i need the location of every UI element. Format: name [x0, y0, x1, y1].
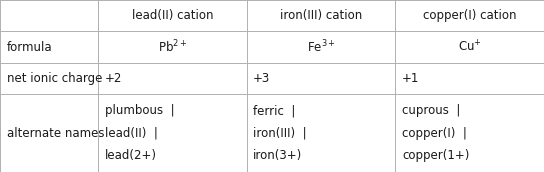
Text: Cu$^{+}$: Cu$^{+}$: [458, 39, 481, 55]
Text: ferric  |: ferric |: [253, 104, 295, 117]
Text: iron(III)  |: iron(III) |: [253, 127, 307, 139]
Text: lead(II) cation: lead(II) cation: [132, 9, 213, 22]
Text: iron(III) cation: iron(III) cation: [280, 9, 362, 22]
Text: net ionic charge: net ionic charge: [7, 72, 102, 85]
Text: copper(I) cation: copper(I) cation: [423, 9, 516, 22]
Text: Fe$^{3+}$: Fe$^{3+}$: [307, 39, 336, 55]
Text: alternate names: alternate names: [7, 127, 104, 139]
Text: lead(II)  |: lead(II) |: [104, 127, 157, 139]
Text: +3: +3: [253, 72, 270, 85]
Text: +1: +1: [402, 72, 419, 85]
Text: copper(I)  |: copper(I) |: [402, 127, 467, 139]
Text: formula: formula: [7, 41, 52, 53]
Text: cuprous  |: cuprous |: [402, 104, 460, 117]
Text: Pb$^{2+}$: Pb$^{2+}$: [158, 39, 187, 55]
Text: plumbous  |: plumbous |: [104, 104, 174, 117]
Text: iron(3+): iron(3+): [253, 149, 302, 162]
Text: lead(2+): lead(2+): [104, 149, 157, 162]
Text: copper(1+): copper(1+): [402, 149, 469, 162]
Text: +2: +2: [104, 72, 122, 85]
